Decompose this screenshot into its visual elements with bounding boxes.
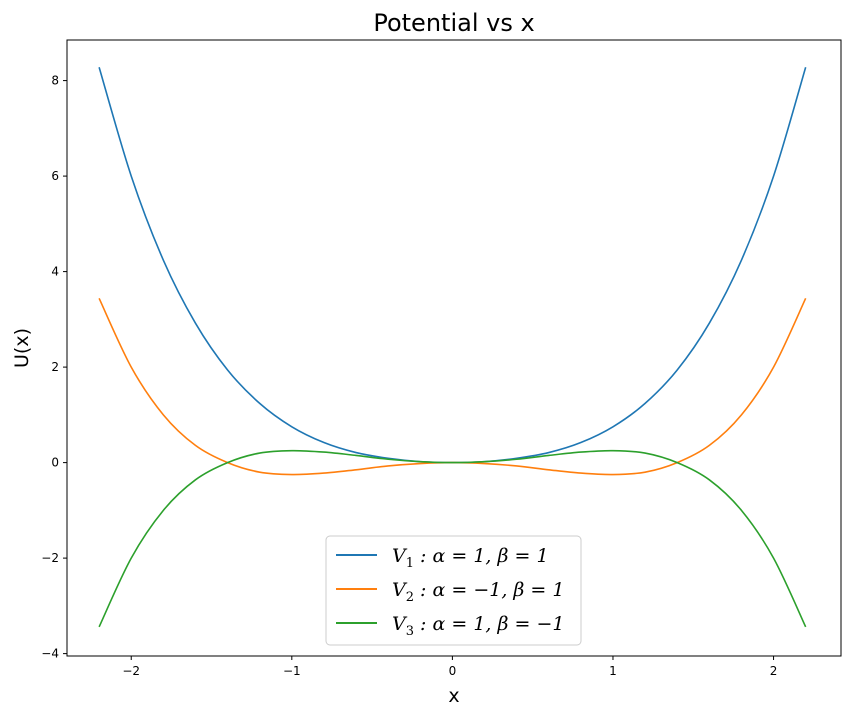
series-layer <box>98 66 807 628</box>
series-line-v3 <box>98 449 807 628</box>
legend-params: : α = 1, β = −1 <box>414 613 564 635</box>
x-tick-label: −1 <box>283 664 301 678</box>
x-axis-ticks: −2 −1 0 1 2 <box>122 656 777 678</box>
legend-symbol: V <box>392 613 408 635</box>
legend-subscript: 1 <box>406 556 414 571</box>
chart-title: Potential vs x <box>373 9 534 37</box>
y-tick-label: 6 <box>51 169 59 183</box>
legend-label-v1: V1 : α = 1, β = 1 <box>392 545 549 571</box>
y-tick-label: 4 <box>51 265 59 279</box>
x-axis-label: x <box>448 685 459 707</box>
legend-label-v2: V2 : α = −1, β = 1 <box>392 579 565 605</box>
x-tick-label: 2 <box>770 664 778 678</box>
legend-label-v3: V3 : α = 1, β = −1 <box>392 613 565 639</box>
y-tick-label: 8 <box>51 74 59 88</box>
legend-params: : α = 1, β = 1 <box>414 545 549 567</box>
legend-params: : α = −1, β = 1 <box>414 579 564 601</box>
legend-subscript: 3 <box>406 624 414 639</box>
legend: V1 : α = 1, β = 1V2 : α = −1, β = 1V3 : … <box>325 535 582 646</box>
series-line-v2 <box>98 298 807 476</box>
y-axis-label: U(x) <box>11 328 33 368</box>
legend-box <box>325 535 582 646</box>
series-line-v1 <box>98 66 807 464</box>
legend-subscript: 2 <box>406 590 414 605</box>
y-tick-label: 2 <box>51 360 59 374</box>
legend-symbol: V <box>392 545 408 567</box>
y-tick-label: −2 <box>41 551 59 565</box>
x-tick-label: −2 <box>122 664 140 678</box>
plot-frame <box>66 39 842 657</box>
y-axis-ticks: −4 −2 0 2 4 6 8 <box>41 74 67 661</box>
y-tick-label: 0 <box>51 456 59 470</box>
legend-symbol: V <box>392 579 408 601</box>
x-tick-label: 1 <box>609 664 617 678</box>
y-tick-label: −4 <box>41 647 59 661</box>
x-tick-label: 0 <box>449 664 457 678</box>
